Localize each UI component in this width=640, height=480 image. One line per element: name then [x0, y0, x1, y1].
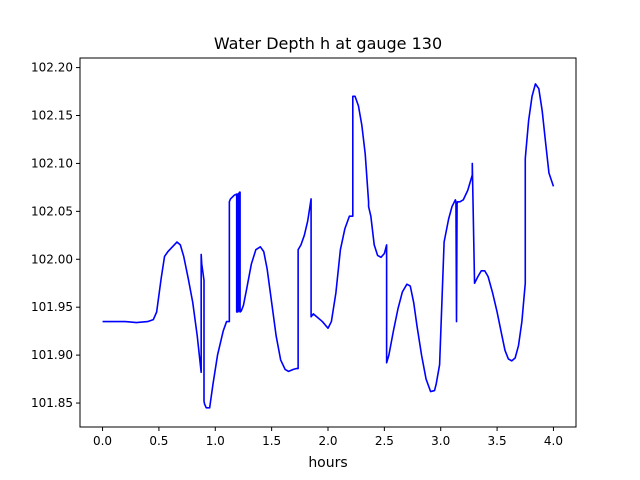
x-tick-label: 2.5: [375, 434, 394, 448]
data-series-line-0: [102, 83, 555, 409]
x-tick-label: 0.5: [149, 434, 168, 448]
x-tick-label: 3.5: [488, 434, 507, 448]
x-axis-ticks: 0.0 0.5 1.0 1.5 2.0 2.5 3.0 3.5 4.0: [93, 427, 563, 448]
x-axis-label: hours: [308, 455, 347, 471]
x-tick-label: 2.0: [318, 434, 337, 448]
x-tick-label: 3.0: [431, 434, 450, 448]
y-tick-label: 102.05: [31, 204, 73, 218]
y-tick-label: 101.95: [31, 300, 73, 314]
y-tick-label: 101.90: [31, 348, 73, 362]
plot-area: 0.0 0.5 1.0 1.5 2.0 2.5 3.0 3.5 4.0 101.85 101.90…: [31, 57, 577, 448]
x-tick-label: 1.5: [262, 434, 281, 448]
y-tick-label: 102.20: [31, 61, 73, 75]
y-tick-label: 102.10: [31, 156, 73, 170]
x-tick-label: 4.0: [544, 434, 563, 448]
y-tick-label: 102.00: [31, 252, 73, 266]
chart-title: Water Depth h at gauge 130: [214, 34, 442, 53]
y-axis-ticks: 101.85 101.90 101.95 102.00 102.05 102.10 102.…: [31, 61, 80, 410]
x-tick-label: 1.0: [206, 434, 225, 448]
y-tick-label: 101.85: [31, 396, 73, 410]
y-tick-label: 102.15: [31, 109, 73, 123]
data-line-layer: [102, 83, 555, 409]
x-tick-label: 0.0: [93, 434, 112, 448]
